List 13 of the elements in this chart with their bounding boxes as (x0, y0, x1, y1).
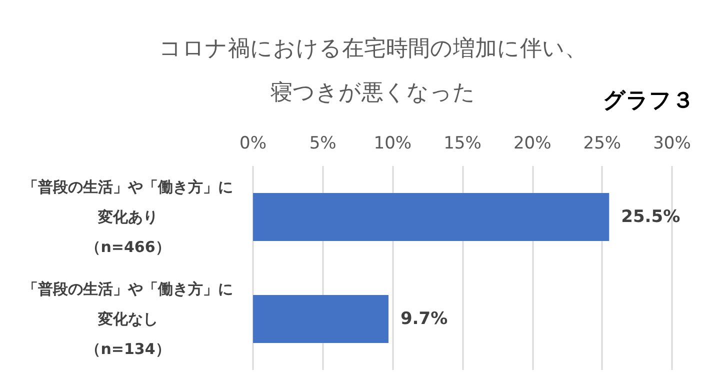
x-tick-label: 5% (309, 134, 336, 154)
x-tick-label: 20% (513, 134, 552, 154)
data-label: 9.7% (400, 309, 448, 329)
x-tick-label: 25% (583, 134, 622, 154)
x-tick-label: 30% (653, 134, 691, 154)
chart-title: コロナ禍における在宅時間の増加に伴い、寝つきが悪くなった (159, 36, 587, 106)
data-label: 25.5% (621, 207, 680, 227)
text: グラフ３ (603, 88, 694, 114)
y-tick-label: 「普段の生活」や「働き方」に変化あり（n=466） (23, 178, 233, 256)
y-tick-label: 「普段の生活」や「働き方」に変化なし（n=134） (23, 280, 233, 358)
x-tick-label: 15% (444, 134, 482, 154)
x-tick-label: 10% (374, 134, 412, 154)
x-tick-label: 0% (240, 134, 266, 154)
